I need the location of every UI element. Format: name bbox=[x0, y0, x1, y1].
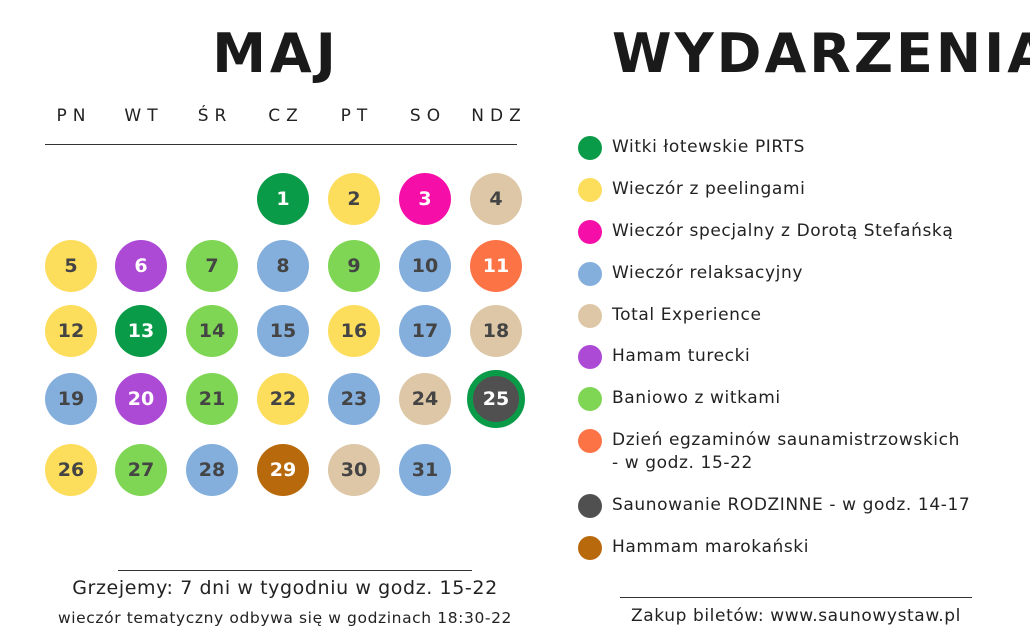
calendar-day[interactable]: 12 bbox=[45, 305, 97, 357]
weekday-label: PN bbox=[56, 106, 92, 126]
legend-label: Baniowo z witkami bbox=[612, 388, 781, 408]
calendar-day[interactable]: 23 bbox=[328, 373, 380, 425]
calendar-day[interactable]: 30 bbox=[328, 444, 380, 496]
calendar-day[interactable]: 1 bbox=[257, 173, 309, 225]
legend-label: Wieczór relaksacyjny bbox=[612, 263, 803, 283]
legend-color-dot bbox=[578, 178, 602, 202]
calendar-day[interactable]: 29 bbox=[257, 444, 309, 496]
legend-color-dot bbox=[578, 387, 602, 411]
calendar-day[interactable]: 10 bbox=[399, 240, 451, 292]
legend-color-dot bbox=[578, 262, 602, 286]
legend-color-dot bbox=[578, 536, 602, 560]
legend-color-dot bbox=[578, 494, 602, 518]
calendar-day[interactable]: 16 bbox=[328, 305, 380, 357]
legend-label: Saunowanie RODZINNE - w godz. 14-17 bbox=[612, 495, 971, 515]
legend-item: Baniowo z witkami bbox=[578, 387, 781, 411]
month-title: MAJ bbox=[212, 22, 340, 85]
footer-divider-left bbox=[118, 570, 472, 571]
calendar-day[interactable]: 17 bbox=[399, 305, 451, 357]
legend-item: Total Experience bbox=[578, 304, 762, 328]
calendar-day[interactable]: 21 bbox=[186, 373, 238, 425]
tickets-text[interactable]: Zakup biletów: www.saunowystaw.pl bbox=[631, 606, 961, 626]
weekday-label: NDZ bbox=[471, 106, 527, 126]
calendar-day[interactable]: 6 bbox=[115, 240, 167, 292]
calendar-day[interactable]: 15 bbox=[257, 305, 309, 357]
calendar-day[interactable]: 2 bbox=[328, 173, 380, 225]
legend-item: Wieczór relaksacyjny bbox=[578, 262, 803, 286]
weekday-label: PT bbox=[340, 106, 374, 126]
calendar-day[interactable]: 31 bbox=[399, 444, 451, 496]
legend-label: Total Experience bbox=[612, 305, 762, 325]
calendar-day[interactable]: 22 bbox=[257, 373, 309, 425]
calendar-day[interactable]: 18 bbox=[470, 305, 522, 357]
events-title: WYDARZENIA bbox=[612, 22, 1030, 85]
calendar-day[interactable]: 9 bbox=[328, 240, 380, 292]
legend-item: Wieczór specjalny z Dorotą Stefańską bbox=[578, 220, 953, 244]
calendar-day[interactable]: 28 bbox=[186, 444, 238, 496]
legend-label: Hammam marokański bbox=[612, 537, 810, 557]
legend-color-dot bbox=[578, 345, 602, 369]
calendar-day[interactable]: 3 bbox=[399, 173, 451, 225]
legend-label: Wieczór specjalny z Dorotą Stefańską bbox=[612, 221, 954, 241]
calendar-divider bbox=[45, 144, 517, 145]
calendar-day[interactable]: 13 bbox=[115, 305, 167, 357]
legend-label: Hamam turecki bbox=[612, 346, 751, 366]
calendar-day[interactable]: 20 bbox=[115, 373, 167, 425]
weekday-label: SO bbox=[409, 106, 447, 126]
calendar-day[interactable]: 5 bbox=[45, 240, 97, 292]
legend-color-dot bbox=[578, 136, 602, 160]
legend-item: Wieczór z peelingami bbox=[578, 178, 805, 202]
legend-label: Witki łotewskie PIRTS bbox=[612, 137, 805, 157]
legend-item: Hamam turecki bbox=[578, 345, 750, 369]
weekday-label: ŚR bbox=[197, 106, 233, 126]
calendar-day[interactable]: 8 bbox=[257, 240, 309, 292]
calendar-day[interactable]: 11 bbox=[470, 240, 522, 292]
calendar-day[interactable]: 7 bbox=[186, 240, 238, 292]
calendar-day[interactable]: 25 bbox=[467, 370, 525, 428]
legend-label: Wieczór z peelingami bbox=[612, 179, 806, 199]
legend-color-dot bbox=[578, 304, 602, 328]
legend-color-dot bbox=[578, 220, 602, 244]
legend-color-dot bbox=[578, 429, 602, 453]
legend-item: Witki łotewskie PIRTS bbox=[578, 136, 805, 160]
calendar-day[interactable]: 24 bbox=[399, 373, 451, 425]
calendar-day[interactable]: 27 bbox=[115, 444, 167, 496]
opening-hours-text: Grzejemy: 7 dni w tygodniu w godz. 15-22 bbox=[72, 577, 498, 599]
legend-label: Dzień egzaminów saunamistrzowskich - w g… bbox=[612, 430, 960, 473]
calendar-day[interactable]: 19 bbox=[45, 373, 97, 425]
calendar-day[interactable]: 14 bbox=[186, 305, 238, 357]
legend-item: Dzień egzaminów saunamistrzowskich - w g… bbox=[578, 429, 960, 475]
legend-item: Hammam marokański bbox=[578, 536, 809, 560]
weekday-label: WT bbox=[124, 106, 164, 126]
weekday-label: CZ bbox=[268, 106, 304, 126]
footer-divider-right bbox=[620, 597, 972, 598]
theme-evening-text: wieczór tematyczny odbywa się w godzinac… bbox=[57, 609, 513, 627]
legend-item: Saunowanie RODZINNE - w godz. 14-17 bbox=[578, 494, 970, 518]
calendar-day[interactable]: 26 bbox=[45, 444, 97, 496]
calendar-day[interactable]: 4 bbox=[470, 173, 522, 225]
